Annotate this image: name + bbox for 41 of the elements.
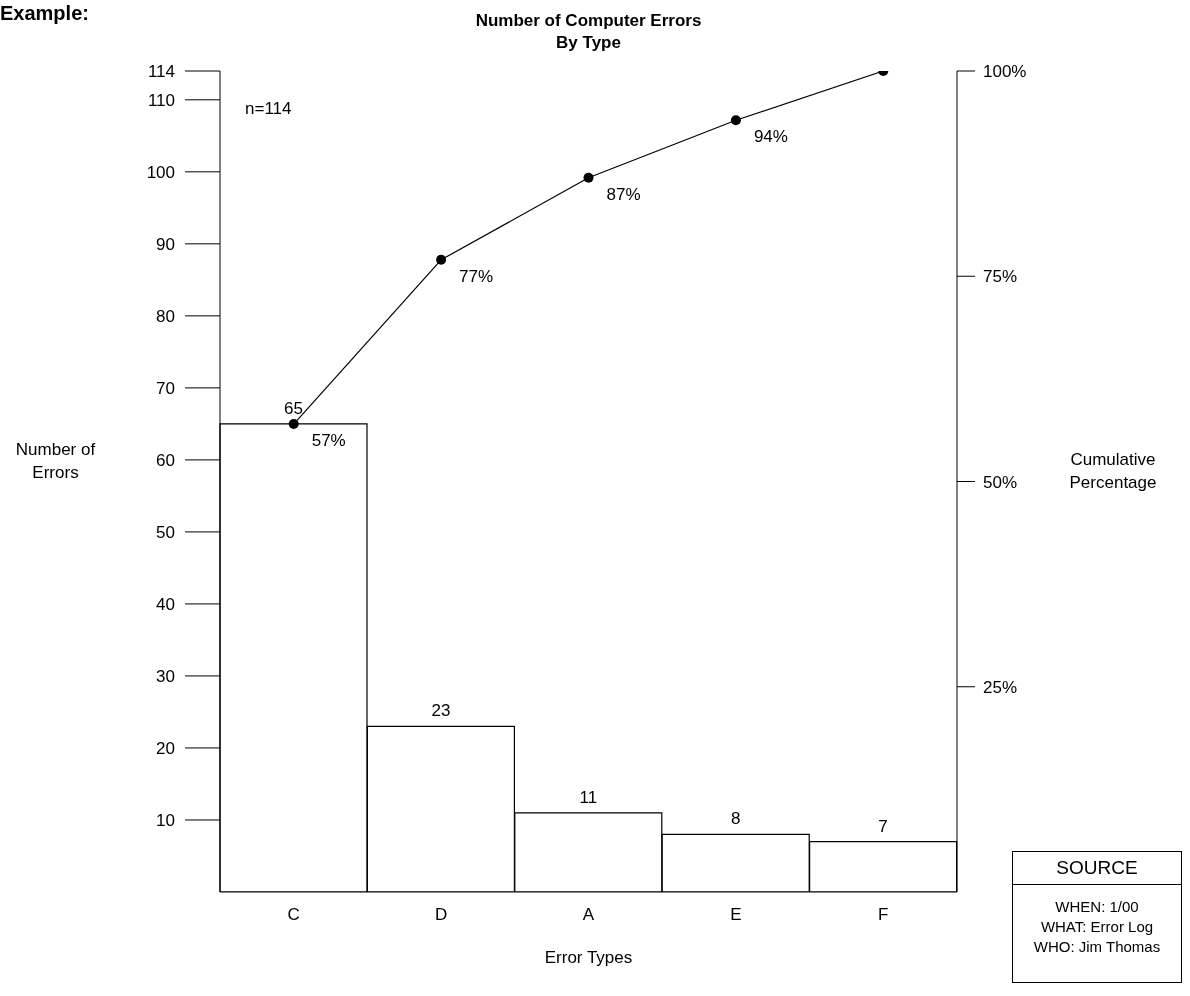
y-tick-label: 90 — [156, 234, 175, 254]
y-tick-label: 30 — [156, 666, 175, 686]
y-tick-label: 114 — [147, 62, 175, 82]
y2-tick-label: 25% — [983, 677, 1018, 697]
point — [288, 419, 299, 430]
y2-tick-label: 50% — [983, 472, 1018, 492]
x-tick-label: D — [434, 905, 448, 925]
x-tick-label: E — [730, 905, 742, 925]
y-tick-label: 70 — [156, 378, 175, 398]
y-tick-label: 50 — [156, 522, 175, 542]
point — [583, 172, 594, 183]
data-label: 77% — [459, 266, 494, 286]
y2-tick-label: 75% — [983, 267, 1018, 287]
y-axis-title: Number of Errors — [14, 439, 97, 484]
point — [730, 115, 741, 126]
chart-title: Number of Computer Errors By Type — [474, 10, 703, 54]
x-tick-label: C — [287, 905, 300, 925]
data-label: 7 — [878, 816, 888, 836]
data-label: 11 — [579, 787, 598, 807]
y2-tick-label: 100% — [983, 62, 1027, 82]
data-label: 57% — [311, 431, 346, 451]
data-label: 23 — [431, 701, 451, 721]
data-label: 65 — [284, 398, 303, 418]
y-tick-label: 20 — [156, 739, 175, 758]
y-tick-label: 110 — [147, 90, 175, 110]
x-tick-label: F — [878, 905, 889, 925]
y-tick-label: 10 — [156, 811, 175, 831]
y-tick-label: 40 — [156, 594, 175, 614]
y-tick-label: 80 — [156, 306, 175, 326]
text: Example: — [0, 2, 89, 25]
source-box: SOURCE WHEN: 1/00 WHAT: Error Log WHO: Jim Thomas — [1012, 851, 1182, 983]
data-label: 8 — [730, 809, 741, 829]
y-tick-label: 100 — [146, 162, 175, 182]
y-tick-label: 60 — [156, 450, 175, 470]
data-label: 87% — [606, 184, 641, 204]
annotation: n=114 — [245, 99, 292, 119]
x-axis-title: Error Types — [543, 948, 634, 968]
y2-axis-title: Cumulative Percentage — [1068, 449, 1158, 494]
data-label: 94% — [753, 127, 788, 147]
x-tick-label: A — [582, 905, 595, 925]
point — [436, 254, 447, 265]
